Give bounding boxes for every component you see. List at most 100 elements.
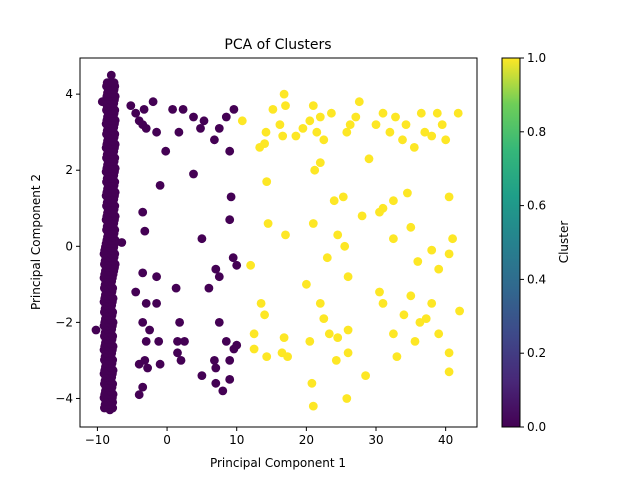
cluster-1-point xyxy=(375,207,384,217)
cluster-1-point xyxy=(453,108,463,118)
cluster-0-point xyxy=(152,272,162,282)
cluster-1-point xyxy=(364,154,374,164)
cluster-1-point xyxy=(444,192,454,202)
cluster-1-point xyxy=(448,234,457,244)
cluster-0-point xyxy=(143,363,153,373)
cluster-1-point xyxy=(338,192,348,202)
cluster-0-point xyxy=(106,70,116,80)
cluster-1-point xyxy=(281,101,290,110)
dense-column-layer xyxy=(99,78,120,413)
x-tick-label: −10 xyxy=(85,433,110,447)
colorbar-tick-label: 0.6 xyxy=(527,199,546,213)
y-tick-label: −2 xyxy=(55,315,73,329)
cluster-1-point xyxy=(246,260,256,270)
cluster-1-point xyxy=(343,272,353,282)
cluster-1-point xyxy=(281,230,290,240)
cluster-1-point xyxy=(308,401,318,411)
cluster-1-point xyxy=(315,299,325,308)
cluster-0-point xyxy=(175,318,185,327)
cluster-1-point xyxy=(406,291,416,301)
colorbar-tick-label: 0.0 xyxy=(527,420,546,434)
cluster-0-point xyxy=(211,363,221,373)
cluster-0-point xyxy=(189,112,198,122)
cluster-1-point xyxy=(249,329,259,339)
cluster-1-point xyxy=(441,135,451,145)
cluster-0-point xyxy=(140,226,150,236)
cluster-1-point xyxy=(385,127,395,137)
cluster-1-point xyxy=(310,165,320,175)
cluster-1-point xyxy=(331,356,341,365)
cluster-1-point xyxy=(444,367,454,377)
cluster-1-point xyxy=(432,108,442,118)
cluster-1-point xyxy=(420,127,430,137)
y-tick-label: 0 xyxy=(65,239,73,253)
x-tick-label: 30 xyxy=(368,433,383,447)
colorbar-tick-label: 0.8 xyxy=(527,125,546,139)
cluster-1-point xyxy=(315,112,325,122)
cluster-1-point xyxy=(378,299,388,308)
cluster-1-point xyxy=(291,131,301,141)
cluster-0-point xyxy=(214,123,224,133)
cluster-1-point xyxy=(342,127,352,137)
cluster-1-point xyxy=(260,310,269,320)
y-tick-label: 2 xyxy=(65,163,73,177)
cluster-0-point xyxy=(204,283,214,293)
cluster-1-point xyxy=(413,257,423,266)
colorbar: 0.0 0.2 0.4 0.6 0.8 1.0 Cluster xyxy=(501,51,571,434)
cluster-0-point xyxy=(138,318,148,327)
cluster-1-point xyxy=(322,253,332,263)
cluster-1-point xyxy=(389,234,398,244)
colorbar-tick-label: 0.2 xyxy=(527,346,546,360)
cluster-1-point xyxy=(399,310,409,320)
cluster-1-point xyxy=(421,314,431,323)
cluster-1-point xyxy=(444,249,454,259)
plot-area xyxy=(79,57,478,428)
cluster-1-point xyxy=(410,337,420,346)
cluster-0-point xyxy=(141,337,151,346)
cluster-0-point xyxy=(225,146,235,156)
cluster-0-point xyxy=(210,356,219,365)
y-axis-title: Principal Component 2 xyxy=(29,174,43,310)
cluster-0-point xyxy=(210,135,219,145)
cluster-1-point xyxy=(378,108,388,118)
cluster-1-point xyxy=(389,329,398,339)
cluster-0-point xyxy=(214,272,224,282)
x-axis-title: Principal Component 1 xyxy=(210,456,346,470)
cluster-0-point xyxy=(155,181,165,190)
y-axis: −4 −2 0 2 4 xyxy=(55,87,80,405)
cluster-1-point xyxy=(262,352,272,361)
cluster-0-point xyxy=(199,116,209,126)
cluster-1-point xyxy=(256,299,266,308)
cluster-1-point xyxy=(403,188,412,198)
cluster-1-point xyxy=(312,127,322,137)
cluster-0-point xyxy=(161,146,171,156)
cluster-0-point xyxy=(134,390,144,400)
cluster-0-point xyxy=(138,207,148,217)
cluster-0-point xyxy=(211,378,221,388)
cluster-0-point xyxy=(211,264,221,274)
cluster-1-point xyxy=(427,245,437,255)
cluster-0-point xyxy=(139,105,149,114)
cluster-0-point xyxy=(196,123,205,133)
cluster-0-point xyxy=(226,192,236,202)
cluster-0-point xyxy=(228,253,238,263)
y-tick-label: −4 xyxy=(55,391,73,405)
cluster-0-point xyxy=(178,105,188,114)
cluster-1-point xyxy=(434,264,444,274)
x-tick-label: 20 xyxy=(299,433,314,447)
cluster-1-point xyxy=(333,230,343,240)
cluster-1-point xyxy=(329,196,339,206)
cluster-0-point xyxy=(140,356,150,365)
cluster-1-point xyxy=(283,352,292,361)
cluster-1-point xyxy=(392,352,402,361)
cluster-0-point xyxy=(141,123,151,133)
cluster-1-point xyxy=(324,329,334,339)
cluster-0-point xyxy=(229,105,239,114)
cluster-1-point xyxy=(308,101,318,110)
cluster-1-point xyxy=(279,89,289,99)
colorbar-title: Cluster xyxy=(557,221,571,264)
cluster-0-point xyxy=(218,386,228,396)
cluster-1-point xyxy=(444,348,454,358)
cluster-1-point xyxy=(409,143,419,152)
